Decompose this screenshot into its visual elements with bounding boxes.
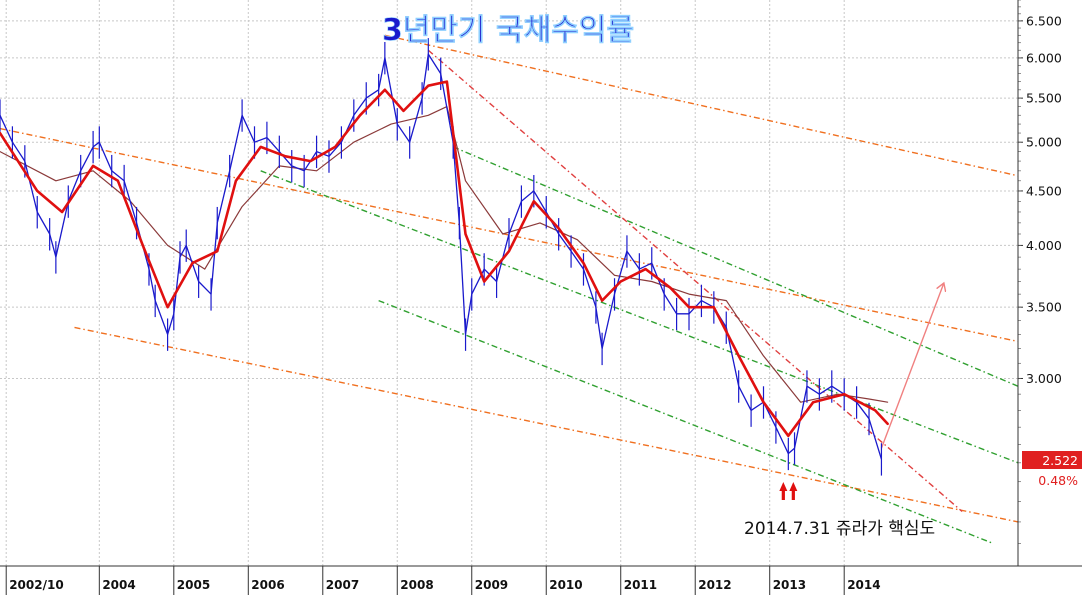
last-value-label: 2.522: [1042, 453, 1078, 468]
x-tick-label: 2012: [698, 578, 731, 592]
chart-title: 3년만기 국채수익률: [382, 13, 634, 48]
y-tick-label: 5.000: [1026, 135, 1062, 150]
fast-average-line: [0, 80, 889, 438]
slow-average-line: [0, 106, 889, 403]
series: [0, 38, 889, 476]
last-change-label: 0.48%: [1038, 473, 1078, 488]
forecast-arrow: [880, 284, 943, 449]
x-tick-label: 2013: [773, 578, 806, 592]
x-tick-label: 2007: [326, 578, 359, 592]
last-value-badge: 2.522 0.48%: [1022, 451, 1082, 488]
up-arrow-marker: [789, 482, 798, 500]
trendline: [427, 49, 963, 513]
trendlines: [0, 34, 1019, 545]
trendline: [378, 299, 994, 545]
trendline: [260, 170, 1019, 464]
x-tick-label: 2014: [847, 578, 880, 592]
x-tick-label: 2011: [624, 578, 657, 592]
bottom-markers: [779, 482, 798, 500]
y-tick-label: 3.500: [1026, 300, 1062, 315]
x-tick-label: 2005: [177, 578, 210, 592]
y-tick-label: 6.000: [1026, 50, 1062, 65]
x-tick-label: 2004: [102, 578, 135, 592]
x-tick-label: 2009: [475, 578, 508, 592]
annotation-label: 2014.7.31 쥬라가 핵심도: [744, 519, 935, 539]
x-tick-label: 2002/10: [9, 578, 63, 592]
trendline: [452, 146, 1019, 387]
x-tick-label: 2010: [549, 578, 582, 592]
up-arrow-marker: [779, 482, 788, 500]
trendline: [0, 127, 1019, 343]
y-tick-label: 5.500: [1026, 91, 1062, 106]
y-tick-label: 4.000: [1026, 238, 1062, 253]
y-tick-label: 3.000: [1026, 371, 1062, 386]
trendline: [74, 326, 1019, 523]
trendline: [384, 34, 1019, 177]
y-tick-label: 4.500: [1026, 183, 1062, 198]
x-tick-label: 2008: [400, 578, 433, 592]
x-tick-label: 2006: [251, 578, 284, 592]
last-value-box-bg: [1022, 451, 1082, 469]
y-tick-label: 6.500: [1026, 13, 1062, 28]
